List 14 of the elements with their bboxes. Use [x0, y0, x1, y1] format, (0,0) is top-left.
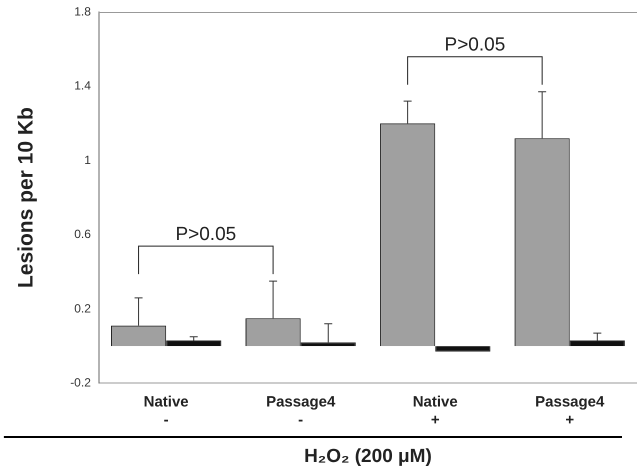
y-axis-title: Lesions per 10 Kb [14, 107, 38, 288]
annotation: P>0.05 [444, 34, 506, 56]
x-tick-label: Native + [412, 393, 458, 428]
x-tick-label: Native - [144, 393, 189, 428]
annotation: P>0.05 [175, 224, 236, 245]
y-tick-label: 0.2 [74, 301, 92, 316]
y-tick-label: 0.6 [74, 227, 92, 242]
y-tick-label: 1.8 [74, 4, 92, 18]
x-axis-title: H₂O₂ (200 μM) [304, 446, 432, 467]
x-tick-label: Passage4 - [266, 393, 336, 428]
y-tick-label: -0.2 [70, 376, 92, 390]
y-tick-label: 1 [84, 152, 92, 167]
x-tick-label: Passage4 + [535, 393, 605, 428]
y-tick-label: 1.4 [74, 78, 92, 93]
